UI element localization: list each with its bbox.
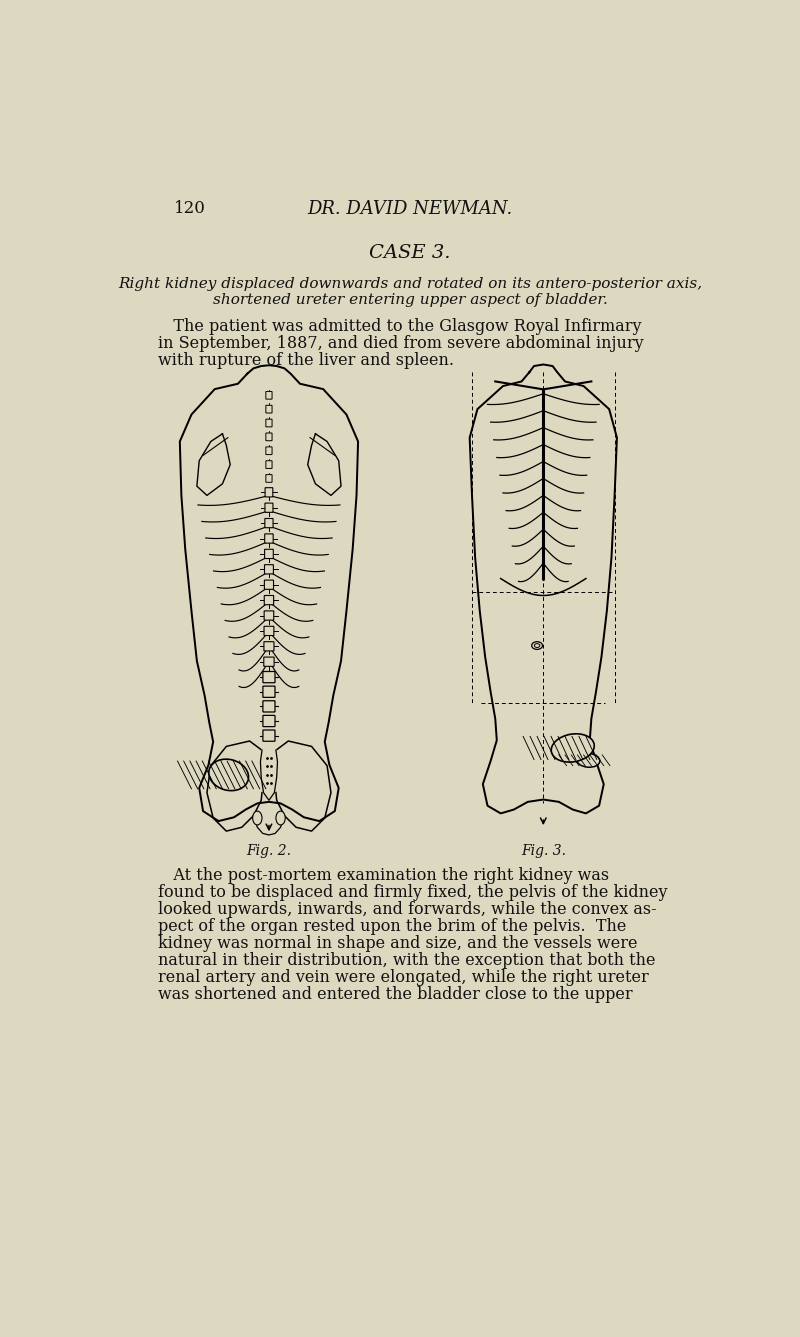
Ellipse shape (577, 753, 600, 767)
FancyBboxPatch shape (266, 475, 272, 483)
Text: DR. DAVID NEWMAN.: DR. DAVID NEWMAN. (307, 201, 513, 218)
FancyBboxPatch shape (266, 392, 272, 400)
Text: Right kidney displaced downwards and rotated on its antero-posterior axis,: Right kidney displaced downwards and rot… (118, 278, 702, 291)
FancyBboxPatch shape (265, 519, 273, 528)
FancyBboxPatch shape (266, 461, 272, 468)
FancyBboxPatch shape (264, 626, 274, 635)
FancyBboxPatch shape (264, 656, 274, 666)
FancyBboxPatch shape (263, 686, 275, 698)
Text: Fig. 3.: Fig. 3. (521, 844, 566, 858)
Text: The patient was admitted to the Glasgow Royal Infirmary: The patient was admitted to the Glasgow … (158, 318, 642, 336)
FancyBboxPatch shape (263, 671, 275, 683)
FancyBboxPatch shape (263, 715, 275, 726)
Ellipse shape (276, 812, 286, 825)
FancyBboxPatch shape (265, 488, 273, 497)
Text: 120: 120 (174, 201, 206, 218)
Text: renal artery and vein were elongated, while the right ureter: renal artery and vein were elongated, wh… (158, 969, 649, 985)
FancyBboxPatch shape (266, 447, 272, 455)
Text: in September, 1887, and died from severe abdominal injury: in September, 1887, and died from severe… (158, 336, 644, 352)
FancyBboxPatch shape (263, 730, 275, 741)
Ellipse shape (532, 642, 542, 650)
Text: pect of the organ rested upon the brim of the pelvis.  The: pect of the organ rested upon the brim o… (158, 919, 626, 935)
FancyBboxPatch shape (266, 405, 272, 413)
FancyBboxPatch shape (265, 564, 274, 574)
Text: Fig. 2.: Fig. 2. (246, 844, 291, 858)
Ellipse shape (551, 734, 594, 762)
Ellipse shape (534, 643, 540, 647)
FancyBboxPatch shape (264, 611, 274, 620)
Text: At the post-mortem examination the right kidney was: At the post-mortem examination the right… (158, 868, 610, 884)
Text: natural in their distribution, with the exception that both the: natural in their distribution, with the … (158, 952, 656, 969)
Text: with rupture of the liver and spleen.: with rupture of the liver and spleen. (158, 352, 454, 369)
Ellipse shape (209, 759, 249, 790)
Text: looked upwards, inwards, and forwards, while the convex as-: looked upwards, inwards, and forwards, w… (158, 901, 657, 919)
Text: CASE 3.: CASE 3. (370, 243, 450, 262)
Text: shortened ureter entering upper aspect of bladder.: shortened ureter entering upper aspect o… (213, 293, 607, 308)
FancyBboxPatch shape (264, 595, 274, 604)
FancyBboxPatch shape (265, 503, 273, 512)
FancyBboxPatch shape (263, 701, 275, 713)
Text: found to be displaced and firmly fixed, the pelvis of the kidney: found to be displaced and firmly fixed, … (158, 884, 668, 901)
Ellipse shape (253, 812, 262, 825)
Text: was shortened and entered the bladder close to the upper: was shortened and entered the bladder cl… (158, 985, 633, 1003)
FancyBboxPatch shape (265, 550, 274, 559)
FancyBboxPatch shape (264, 642, 274, 651)
FancyBboxPatch shape (266, 433, 272, 441)
Polygon shape (261, 750, 278, 801)
FancyBboxPatch shape (265, 533, 273, 543)
FancyBboxPatch shape (264, 580, 274, 590)
FancyBboxPatch shape (266, 420, 272, 427)
Text: kidney was normal in shape and size, and the vessels were: kidney was normal in shape and size, and… (158, 935, 638, 952)
